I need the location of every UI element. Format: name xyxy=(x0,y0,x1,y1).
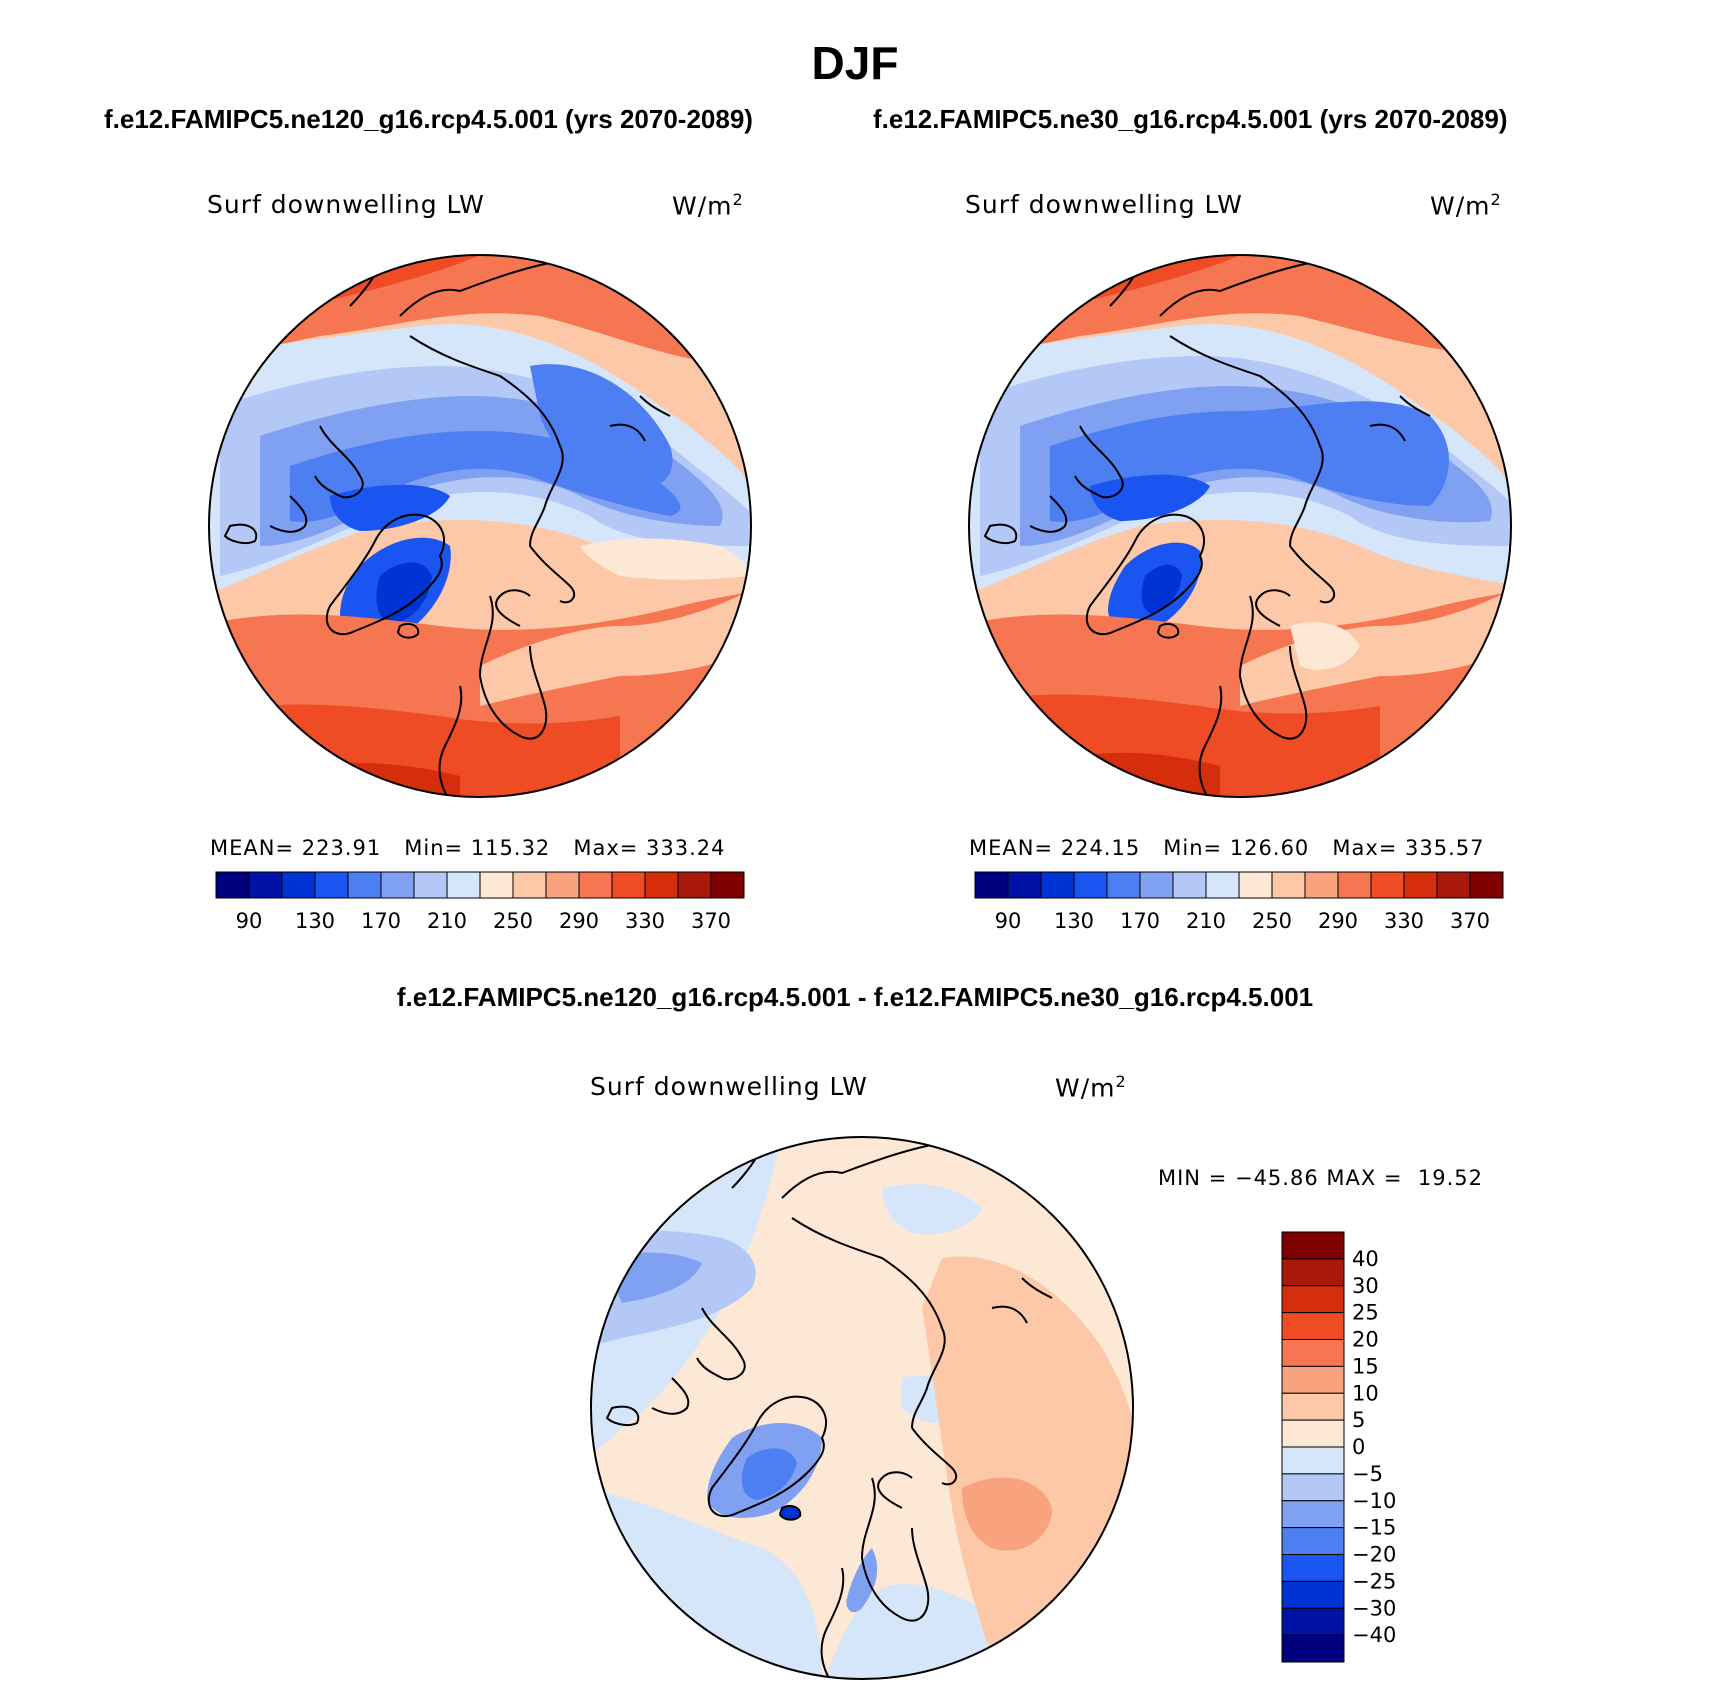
colorbar-tick-label: 90 xyxy=(995,909,1022,933)
colorbar-swatch xyxy=(611,871,646,899)
colorbar-swatch xyxy=(1281,1285,1345,1314)
colorbar-swatch xyxy=(479,871,514,899)
colorbar-swatch xyxy=(1281,1258,1345,1287)
colorbar-swatch xyxy=(1281,1634,1345,1663)
colorbar-swatch xyxy=(1281,1500,1345,1529)
left-case-title: f.e12.FAMIPC5.ne120_g16.rcp4.5.001 (yrs … xyxy=(104,104,753,134)
colorbar-tick-label: −5 xyxy=(1352,1462,1383,1486)
colorbar-swatch xyxy=(1281,1607,1345,1636)
colorbar-tick-label: 370 xyxy=(691,909,731,933)
colorbar-swatch xyxy=(644,871,679,899)
colorbar-tick-label: 290 xyxy=(1318,909,1358,933)
colorbar-swatch xyxy=(974,871,1009,899)
colorbar-tick-label: 90 xyxy=(236,909,263,933)
colorbar-tick-label: 130 xyxy=(295,909,335,933)
right-panel-stats: MEAN= 224.15 Min= 126.60 Max= 335.57 xyxy=(969,836,1485,860)
colorbar-tick-label: −30 xyxy=(1352,1596,1396,1620)
colorbar-swatch xyxy=(1238,871,1273,899)
colorbar-swatch xyxy=(1304,871,1339,899)
colorbar-tick-label: 330 xyxy=(625,909,665,933)
colorbar-swatch xyxy=(281,871,316,899)
diff-panel-units: W/m2 xyxy=(1055,1072,1127,1103)
colorbar-swatch xyxy=(1139,871,1174,899)
colorbar-tick-label: 40 xyxy=(1352,1247,1379,1271)
colorbar-swatch xyxy=(1106,871,1141,899)
colorbar-tick-label: −20 xyxy=(1352,1543,1396,1567)
colorbar-swatch xyxy=(1281,1312,1345,1340)
colorbar-tick-label: 30 xyxy=(1352,1274,1379,1298)
colorbar-tick-label: 20 xyxy=(1352,1328,1379,1352)
left-panel-stats: MEAN= 223.91 Min= 115.32 Max= 333.24 xyxy=(210,836,726,860)
colorbar-swatch xyxy=(1281,1527,1345,1555)
left-panel-units: W/m2 xyxy=(672,190,744,221)
colorbar-tick-label: 250 xyxy=(1252,909,1292,933)
diff-panel-minmax: MIN = −45.86 MAX = 19.52 xyxy=(1158,1166,1483,1190)
colorbar-swatch xyxy=(1281,1473,1345,1502)
colorbar-swatch xyxy=(1281,1580,1345,1609)
colorbar-swatch xyxy=(1281,1365,1345,1394)
colorbar-swatch xyxy=(677,871,712,899)
colorbar-tick-label: 210 xyxy=(1186,909,1226,933)
colorbar-swatch xyxy=(1172,871,1207,899)
colorbar-tick-label: −10 xyxy=(1352,1489,1396,1513)
colorbar-swatch xyxy=(446,871,481,899)
colorbar-tick-label: 370 xyxy=(1450,909,1490,933)
colorbar-tick-label: 330 xyxy=(1384,909,1424,933)
left-panel-title: Surf downwelling LW xyxy=(207,190,485,219)
colorbar-swatch xyxy=(1040,871,1075,899)
colorbar-swatch xyxy=(1403,871,1438,899)
colorbar-swatch xyxy=(1281,1339,1345,1367)
colorbar-swatch xyxy=(1436,871,1471,899)
colorbar-swatch xyxy=(1073,871,1108,899)
colorbar-swatch xyxy=(1271,871,1306,899)
colorbar-tick-label: 10 xyxy=(1352,1381,1379,1405)
difference-polar-map xyxy=(590,1136,1134,1680)
colorbar-swatch xyxy=(578,871,613,899)
colorbar-swatch xyxy=(248,871,283,899)
left-polar-map xyxy=(208,254,752,798)
colorbar-swatch xyxy=(1281,1231,1345,1260)
right-case-title: f.e12.FAMIPC5.ne30_g16.rcp4.5.001 (yrs 2… xyxy=(873,104,1508,134)
colorbar-swatch xyxy=(215,871,250,899)
colorbar-swatch xyxy=(1281,1554,1345,1582)
colorbar-tick-label: 15 xyxy=(1352,1354,1379,1378)
colorbar-swatch xyxy=(1370,871,1405,899)
right-panel-units: W/m2 xyxy=(1430,190,1502,221)
figure-title: DJF xyxy=(811,37,899,89)
colorbar-swatch xyxy=(710,871,745,899)
colorbar-tick-label: −15 xyxy=(1352,1516,1396,1540)
diff-panel-title: Surf downwelling LW xyxy=(590,1072,868,1101)
colorbar-tick-label: 210 xyxy=(427,909,467,933)
colorbar-tick-label: 0 xyxy=(1352,1435,1365,1459)
colorbar-tick-label: 130 xyxy=(1054,909,1094,933)
colorbar-tick-label: 170 xyxy=(1120,909,1160,933)
right-colorbar: 90 130 170 210 250 290 330 370 xyxy=(974,871,1504,933)
colorbar-swatch xyxy=(413,871,448,899)
difference-title: f.e12.FAMIPC5.ne120_g16.rcp4.5.001 - f.e… xyxy=(396,982,1314,1012)
colorbar-swatch xyxy=(545,871,580,899)
colorbar-tick-label: −25 xyxy=(1352,1569,1396,1593)
colorbar-swatch xyxy=(1205,871,1240,899)
left-colorbar: 90 130 170 210 250 290 330 370 xyxy=(215,871,745,933)
colorbar-swatch xyxy=(1007,871,1042,899)
colorbar-swatch xyxy=(1337,871,1372,899)
colorbar-tick-label: 290 xyxy=(559,909,599,933)
colorbar-swatch xyxy=(380,871,415,899)
colorbar-tick-label: 250 xyxy=(493,909,533,933)
colorbar-tick-label: −40 xyxy=(1352,1623,1396,1647)
colorbar-swatch xyxy=(1281,1419,1345,1448)
colorbar-tick-label: 25 xyxy=(1352,1301,1379,1325)
colorbar-swatch xyxy=(314,871,349,899)
colorbar-swatch xyxy=(347,871,382,899)
colorbar-tick-label: 5 xyxy=(1352,1408,1365,1432)
right-panel-title: Surf downwelling LW xyxy=(965,190,1243,219)
colorbar-tick-label: 170 xyxy=(361,909,401,933)
colorbar-swatch xyxy=(1281,1446,1345,1475)
colorbar-swatch xyxy=(1469,871,1504,899)
right-polar-map xyxy=(968,254,1512,798)
colorbar-swatch xyxy=(1281,1392,1345,1421)
colorbar-swatch xyxy=(512,871,547,899)
